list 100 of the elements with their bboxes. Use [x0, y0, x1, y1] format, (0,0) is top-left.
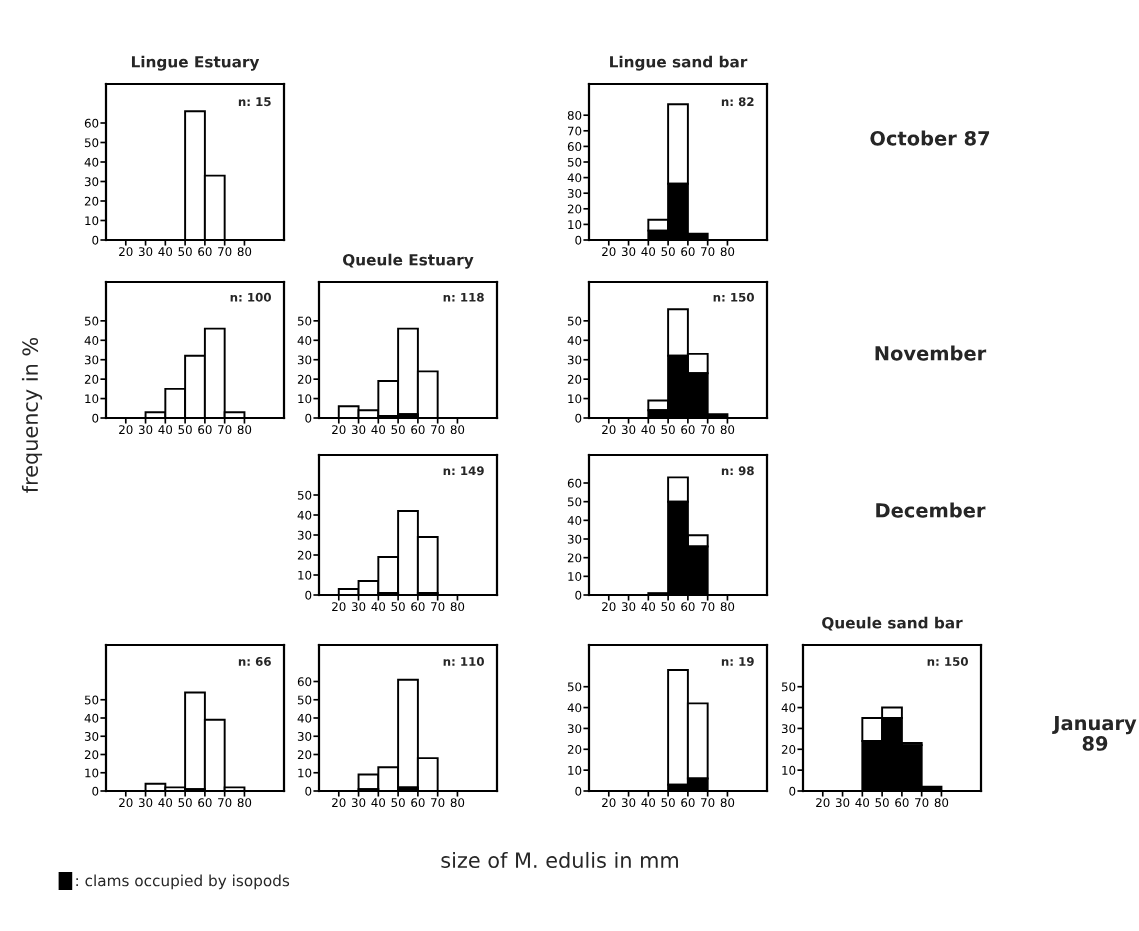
x-tick-label: 60	[681, 602, 695, 612]
x-tick-label: 20	[602, 247, 616, 257]
x-tick-label: 40	[641, 602, 656, 612]
x-tick-label: 40	[158, 798, 173, 808]
x-tick-label: 40	[158, 247, 173, 257]
x-tick-label: 40	[641, 247, 656, 257]
y-tick-label: 30	[297, 731, 312, 741]
x-tick-label: 70	[218, 247, 232, 257]
x-tick-label: 30	[351, 798, 366, 808]
x-tick-label: 80	[237, 798, 252, 808]
y-tick-label: 10	[298, 394, 312, 404]
x-tick-label: 40	[641, 798, 656, 808]
y-tick-label: 20	[567, 374, 582, 384]
y-tick-label: 0	[575, 590, 582, 600]
y-tick-label: 0	[575, 786, 582, 796]
x-tick-label: 20	[119, 798, 133, 808]
x-tick-label: 60	[895, 798, 909, 808]
y-tick-label: 0	[305, 413, 312, 423]
y-tick-label: 50	[84, 316, 99, 326]
y-tick-label: 10	[568, 765, 582, 775]
x-tick-label: 30	[138, 798, 153, 808]
x-tick-label: 20	[332, 798, 346, 808]
y-tick-label: 60	[567, 142, 582, 152]
y-tick-label: 60	[567, 478, 582, 488]
x-tick-label: 30	[621, 425, 636, 435]
x-tick-label: 50	[661, 425, 675, 435]
legend-label: : clams occupied by isopods	[76, 874, 290, 890]
y-tick-label: 0	[575, 413, 582, 423]
x-tick-label: 60	[681, 247, 695, 257]
y-tick-label: 10	[298, 768, 312, 778]
annotation: n: 98	[721, 466, 754, 476]
x-tick-label: 50	[391, 425, 405, 435]
x-tick-label: 50	[178, 425, 192, 435]
y-tick-label: 0	[575, 235, 582, 245]
y-tick-label: 40	[781, 703, 796, 713]
y-tick-label: 70	[568, 126, 582, 136]
y-tick-label: 40	[84, 336, 99, 345]
annotation: n: 118	[443, 292, 484, 302]
annotation: n: 82	[721, 97, 754, 107]
annotation: n: 150	[927, 657, 968, 666]
annotation: n: 149	[443, 466, 484, 476]
x-tick-label: 20	[332, 602, 346, 612]
x-tick-label: 60	[198, 798, 212, 808]
y-tick-label: 60	[297, 677, 312, 687]
annotation: n: 100	[230, 292, 271, 302]
y-tick-label: 20	[297, 750, 312, 760]
y-tick-label: 20	[781, 745, 796, 754]
x-tick-label: 80	[720, 602, 735, 612]
y-tick-label: 30	[567, 534, 582, 544]
x-tick-label: 50	[661, 798, 675, 808]
y-tick-label: 0	[92, 786, 99, 796]
y-tick-label: 10	[298, 570, 312, 580]
x-tick-label: 20	[602, 798, 616, 808]
x-tick-label: 80	[934, 798, 949, 808]
x-tick-label: 60	[198, 247, 212, 257]
x-tick-label: 50	[178, 798, 192, 808]
y-tick-label: 50	[84, 695, 99, 705]
x-tick-label: 30	[621, 247, 636, 257]
x-tick-label: 60	[681, 798, 695, 808]
x-tick-label: 70	[915, 798, 929, 808]
text: frequency in %	[21, 337, 43, 493]
x-tick-label: 70	[701, 425, 715, 435]
y-tick-label: 0	[92, 413, 99, 423]
y-tick-label: 50	[297, 695, 312, 705]
y-tick-label: 50	[567, 682, 582, 692]
y-tick-label: 0	[789, 786, 796, 796]
y-tick-label: 20	[567, 745, 582, 754]
y-tick-label: 40	[567, 173, 582, 183]
x-tick-label: 80	[720, 798, 735, 808]
x-tick-label: 20	[602, 425, 616, 435]
chart-title: Queule sand bar	[822, 616, 963, 631]
x-tick-label: 20	[816, 798, 830, 808]
y-tick-label: 20	[84, 750, 99, 760]
y-tick-label: 0	[92, 235, 99, 245]
y-tick-label: 30	[84, 355, 99, 365]
y-tick-label: 20	[297, 374, 312, 384]
y-tick-label: 50	[84, 138, 99, 148]
x-tick-label: 70	[431, 798, 445, 808]
annotation: n: 150	[713, 292, 754, 302]
y-tick-label: 50	[567, 316, 582, 326]
x-tick-label: 50	[391, 798, 405, 808]
x-tick-label: 80	[237, 425, 252, 435]
annotation: n: 19	[721, 657, 754, 666]
x-tick-label: 50	[391, 602, 405, 612]
y-tick-label: 20	[84, 196, 99, 206]
y-tick-label: 30	[781, 724, 796, 734]
x-tick-label: 70	[431, 602, 445, 612]
x-tick-label: 40	[371, 602, 386, 612]
x-tick-label: 50	[875, 798, 889, 808]
x-tick-label: 60	[411, 798, 425, 808]
annotation: n: 15	[238, 97, 271, 107]
y-tick-label: 10	[85, 216, 99, 226]
x-tick-label: 60	[681, 425, 695, 435]
y-tick-label: 50	[567, 157, 582, 167]
x-tick-label: 30	[138, 247, 153, 257]
y-tick-label: 10	[85, 768, 99, 778]
text: October 87	[870, 130, 990, 146]
x-tick-label: 50	[661, 247, 675, 257]
y-tick-label: 40	[297, 510, 312, 520]
y-tick-label: 50	[567, 497, 582, 507]
